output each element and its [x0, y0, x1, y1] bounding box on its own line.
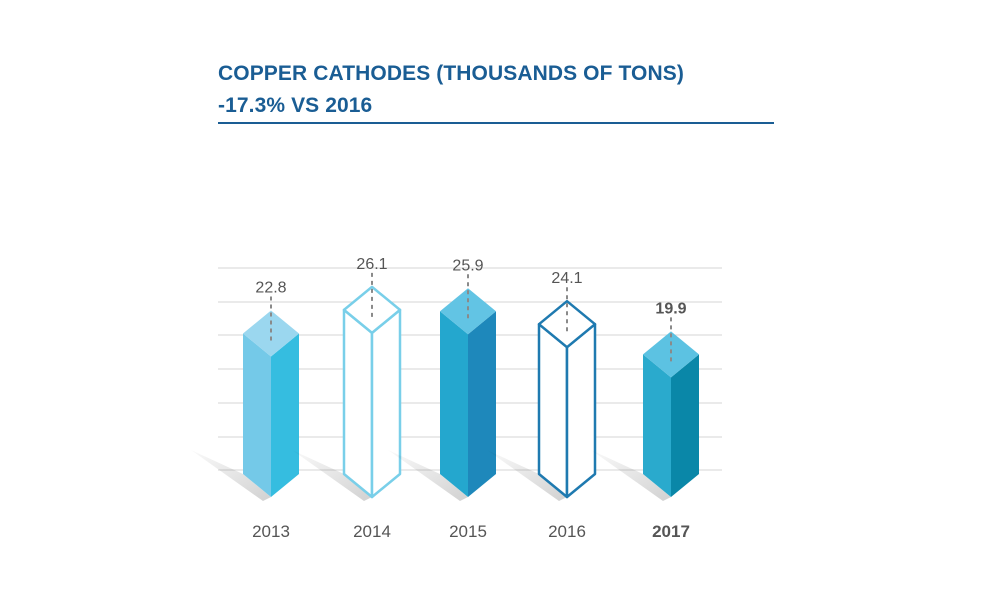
category-label: 2017 — [652, 522, 690, 541]
category-label: 2016 — [548, 522, 586, 541]
bar-top-cap — [243, 310, 299, 357]
bar-left-face — [440, 311, 468, 497]
bar-left-face — [537, 322, 569, 499]
bar-2015 — [388, 274, 496, 501]
value-label: 22.8 — [255, 280, 286, 297]
value-label: 26.1 — [356, 256, 387, 273]
bar-right-face — [565, 322, 597, 499]
bar-2014 — [292, 272, 402, 501]
category-label: 2014 — [353, 522, 391, 541]
bar-right-face — [271, 333, 299, 497]
value-label: 24.1 — [551, 270, 582, 287]
bar-top-cap — [342, 285, 402, 335]
bar-shadow — [591, 450, 671, 501]
category-label: 2015 — [449, 522, 487, 541]
bar-shadow — [388, 450, 468, 501]
bar-left-face — [342, 308, 374, 499]
bar-top-cap — [440, 288, 496, 335]
value-label: 25.9 — [452, 257, 483, 274]
title-underline — [218, 122, 774, 124]
chart-title: COPPER CATHODES (THOUSANDS OF TONS) — [218, 62, 684, 85]
chart-subtitle: -17.3% VS 2016 — [218, 94, 373, 117]
bar-left-face — [643, 354, 671, 497]
bar-shadow — [487, 450, 567, 501]
bar-2017 — [591, 317, 699, 501]
bar-top-cap — [643, 331, 699, 378]
bar-top-cap — [537, 299, 597, 349]
bar-2013 — [191, 296, 299, 501]
bar-shadow — [191, 450, 271, 501]
category-label: 2013 — [252, 522, 290, 541]
bar-right-face — [468, 311, 496, 497]
bar-shadow — [292, 450, 372, 501]
value-label: 19.9 — [655, 300, 686, 317]
chart-title-block: COPPER CATHODES (THOUSANDS OF TONS) -17.… — [218, 58, 774, 124]
bar-right-face — [671, 354, 699, 497]
bar-left-face — [243, 333, 271, 497]
bar-right-face — [370, 308, 402, 499]
bar-2016 — [487, 287, 597, 501]
